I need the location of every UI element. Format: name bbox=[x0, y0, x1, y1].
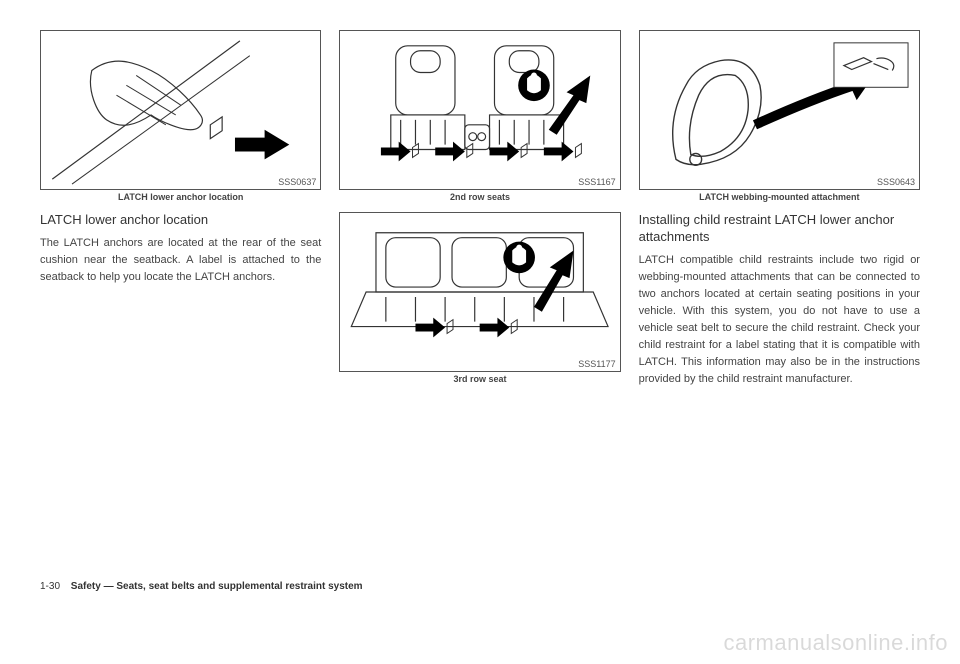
page-number: 1-30 bbox=[40, 581, 60, 592]
figure-latch-location: SSS0637 bbox=[40, 30, 321, 190]
figure-2nd-row: SSS1167 bbox=[339, 30, 620, 190]
latch-location-icon bbox=[41, 31, 320, 189]
chapter-title: Safety — Seats, seat belts and supplemen… bbox=[71, 581, 363, 592]
manual-page: SSS0637 LATCH lower anchor location LATC… bbox=[0, 0, 960, 394]
body-text: The LATCH anchors are located at the rea… bbox=[40, 235, 321, 286]
figure-caption: LATCH lower anchor location bbox=[40, 192, 321, 202]
figure-caption: 2nd row seats bbox=[339, 192, 620, 202]
figure-id: SSS1177 bbox=[578, 359, 615, 369]
figure-caption: LATCH webbing-mounted attachment bbox=[639, 192, 920, 202]
figure-webbing-attachment: SSS0643 bbox=[639, 30, 920, 190]
column-2: SSS1167 2nd row seats bbox=[339, 30, 620, 394]
figure-3rd-row: SSS1177 bbox=[339, 212, 620, 372]
second-row-seats-icon bbox=[340, 31, 619, 189]
watermark: carmanualsonline.info bbox=[723, 630, 948, 656]
page-footer: 1-30 Safety — Seats, seat belts and supp… bbox=[40, 581, 363, 592]
figure-id: SSS1167 bbox=[578, 177, 615, 187]
column-3: SSS0643 LATCH webbing-mounted attachment… bbox=[639, 30, 920, 394]
figure-id: SSS0637 bbox=[278, 177, 316, 187]
third-row-seat-icon bbox=[340, 213, 619, 371]
body-text: LATCH compatible child restraints includ… bbox=[639, 252, 920, 388]
section-heading: LATCH lower anchor location bbox=[40, 212, 321, 229]
section-heading: Installing child restraint LATCH lower a… bbox=[639, 212, 920, 246]
figure-id: SSS0643 bbox=[877, 177, 915, 187]
webbing-attachment-icon bbox=[640, 31, 919, 189]
column-1: SSS0637 LATCH lower anchor location LATC… bbox=[40, 30, 321, 394]
figure-caption: 3rd row seat bbox=[339, 374, 620, 384]
